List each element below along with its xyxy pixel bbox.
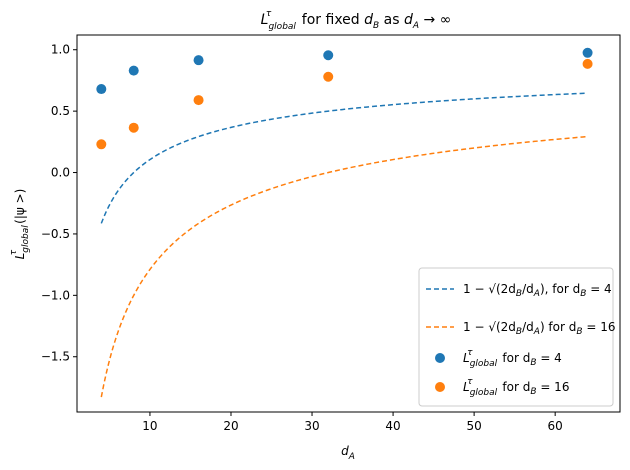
legend-label-blue-curve: 1 − √(2dB/dA), for dB = 4 <box>463 282 612 299</box>
x-tick-label: 60 <box>548 419 563 433</box>
x-axis-ticks: 10 20 30 40 50 60 <box>142 412 563 433</box>
x-tick-label: 40 <box>385 419 400 433</box>
y-axis-label: Lglobalτ(|ψ >) <box>9 189 31 260</box>
y-tick-label: −0.5 <box>41 227 70 241</box>
y-axis-ticks: −1.5 −1.0 −0.5 0.0 0.5 1.0 <box>41 43 77 364</box>
legend-label-orange-points: Lglobalτ for dB = 16 <box>463 377 569 398</box>
chart-title: Lglobalτ for fixed dB as dA → ∞ <box>261 9 452 32</box>
x-tick-label: 50 <box>466 419 481 433</box>
series-point-3 <box>96 139 107 150</box>
y-tick-label: −1.0 <box>41 288 70 302</box>
series-point-3 <box>128 122 139 133</box>
legend-box <box>418 267 614 407</box>
y-tick-label: 0.0 <box>51 166 70 180</box>
x-tick-label: 20 <box>223 419 238 433</box>
series-point-2 <box>96 84 107 95</box>
legend-swatch-orange-point <box>435 382 445 392</box>
x-tick-label: 10 <box>142 419 157 433</box>
x-tick-label: 30 <box>304 419 319 433</box>
series-point-2 <box>582 47 593 58</box>
y-tick-label: −1.5 <box>41 350 70 364</box>
series-point-2 <box>193 55 204 66</box>
series-point-2 <box>323 50 334 61</box>
y-tick-label: 0.5 <box>51 104 70 118</box>
plot-frame <box>76 34 621 413</box>
points <box>96 47 593 150</box>
legend-swatch-blue-point <box>435 353 445 363</box>
curves <box>100 92 588 398</box>
series-curve-1 <box>100 135 588 398</box>
series-curve-0 <box>100 92 588 224</box>
series-point-2 <box>128 65 139 76</box>
legend-label-blue-points: Lglobalτ for dB = 4 <box>463 348 562 369</box>
series-point-3 <box>193 95 204 106</box>
series-point-3 <box>323 71 334 82</box>
legend: 1 − √(2dB/dA), for dB = 4 1 − √(2dB/dA) … <box>418 267 616 407</box>
y-tick-label: 1.0 <box>51 43 70 57</box>
x-axis-label: dA <box>341 444 355 462</box>
series-point-3 <box>582 58 593 69</box>
